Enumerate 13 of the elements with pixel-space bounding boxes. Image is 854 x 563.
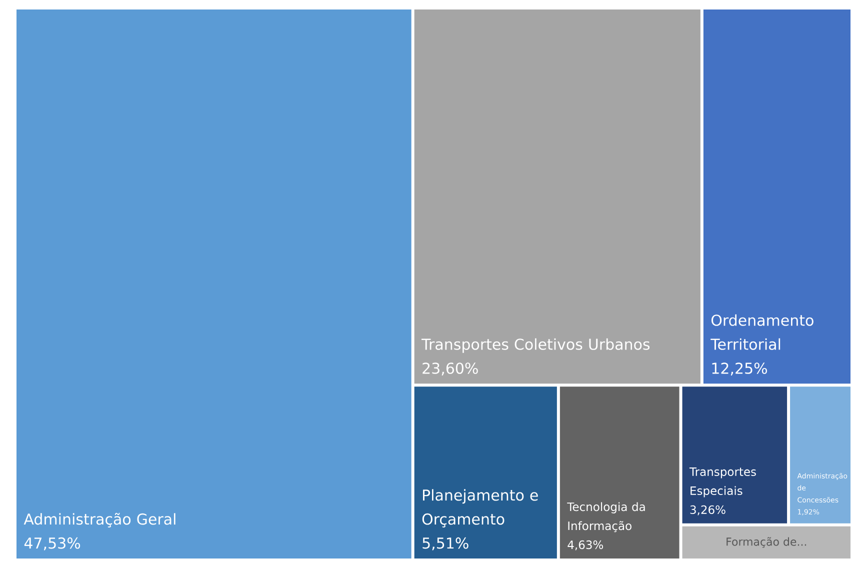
category-label: Planejamento e Orçamento [422,489,538,528]
category-label: Ordenamento Territorial [710,314,814,350]
data-label: 47,53% [24,537,80,550]
category-label: Formação de... [726,537,806,548]
category-label: Transportes Especiais [689,468,756,498]
data-label: 23,60% [422,362,478,376]
category-label: Transportes Coletivos Urbanos [421,338,650,353]
category-label: Administração Geral [24,512,176,528]
category-label: Tecnologia da Informação [567,502,645,532]
data-label: 12,25% [712,362,767,376]
data-label: 5,51% [422,537,468,550]
data-label: 3,26% [690,505,726,516]
data-label: 4,63% [568,540,604,550]
